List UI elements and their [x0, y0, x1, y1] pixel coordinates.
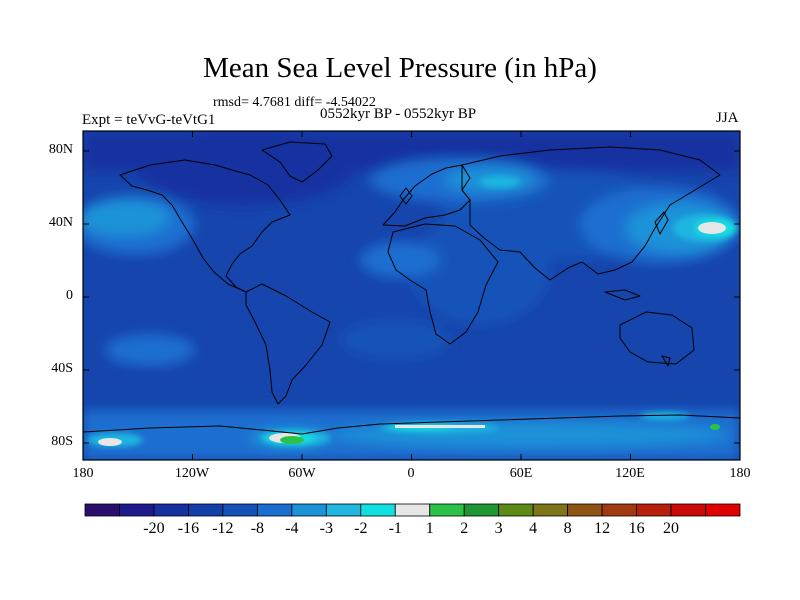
colorbar-label: 4: [529, 520, 538, 537]
colorbar-label: -3: [319, 520, 333, 537]
colorbar-swatch: [153, 503, 189, 517]
lon-label-60e: 60E: [509, 466, 533, 481]
coast-near-zero: [395, 425, 485, 428]
colorbar-swatch: [188, 503, 224, 517]
colorbar-swatch: [256, 503, 293, 517]
lat-label-80n: 80N: [48, 142, 73, 157]
europe-coast: [382, 164, 471, 227]
colorbar-swatch: [360, 503, 396, 517]
colorbar-swatch: [498, 503, 534, 517]
map-plot-area: [83, 131, 740, 460]
australia-coast: [619, 311, 695, 365]
colorbar-label: -8: [250, 520, 265, 537]
new-zealand-coast: [661, 355, 671, 367]
season-label: JJA: [716, 110, 739, 126]
colorbar-label: -1: [388, 520, 402, 537]
ross-coast-cyan: [640, 412, 690, 420]
asia-coast: [461, 146, 721, 281]
stats-subtitle: rmsd= 4.7681 diff= -4.54022: [213, 95, 376, 110]
lon-label-180e: 180: [729, 466, 751, 481]
lat-label-0: 0: [66, 288, 73, 303]
greenland-low: [135, 131, 355, 205]
north-america-coast: [119, 159, 291, 293]
colorbar-label: 16: [628, 520, 645, 537]
lat-label-40n: 40N: [48, 215, 73, 230]
lat-label-80s: 80S: [51, 434, 73, 449]
plot-title: Mean Sea Level Pressure (in hPa): [203, 52, 597, 84]
japan-coast: [654, 211, 669, 235]
south-america-coast: [245, 283, 331, 405]
ne-pacific-mid: [83, 200, 170, 236]
colorbar-swatch: [636, 503, 672, 517]
colorbar-swatch: [429, 503, 465, 517]
colorbar-label: -16: [177, 520, 200, 537]
lon-label-0: 0: [407, 466, 415, 481]
colorbar-label: 20: [663, 520, 680, 537]
british-isles-coast: [399, 187, 413, 205]
colorbar-label: -2: [354, 520, 368, 537]
colorbar-label: 3: [494, 520, 503, 537]
lon-label-180w: 180: [72, 466, 94, 481]
colorbar-label: 12: [594, 520, 611, 537]
lon-label-60w: 60W: [288, 466, 316, 481]
lon-label-120e: 120E: [615, 466, 645, 481]
south-pacific-light: [105, 334, 195, 366]
colorbar-label: -4: [285, 520, 299, 537]
colorbar-swatch: [463, 503, 500, 517]
colorbar-label: -12: [212, 520, 234, 537]
colorbar-label: -20: [143, 520, 165, 537]
sahara-light: [360, 242, 440, 278]
colorbar: [84, 503, 741, 517]
weddell-positive: [280, 436, 304, 444]
colorbar-swatch: [291, 503, 327, 517]
colorbar-label: 2: [460, 520, 469, 537]
lon-label-120w: 120W: [174, 466, 210, 481]
antarctica-coast: [83, 414, 740, 435]
indonesia-coast: [604, 289, 641, 301]
lat-label-40s: 40S: [51, 361, 73, 376]
colorbar-swatch: [84, 503, 120, 517]
colorbar-swatch: [119, 503, 155, 517]
north-pacific-max: [698, 222, 726, 234]
greenland-coast: [261, 141, 333, 183]
south-atlantic-field: [340, 320, 450, 360]
colorbar-swatch: [567, 503, 603, 517]
eurasia-cyan: [480, 176, 520, 188]
colorbar-label: 8: [563, 520, 572, 537]
colorbar-swatch: [532, 503, 569, 517]
experiment-label: Expt = teVvG-teVtG1: [82, 112, 216, 128]
coastlines: [83, 141, 740, 435]
axis-ticks: [82, 131, 741, 460]
colorbar-swatch: [222, 503, 258, 517]
colorbar-swatch: [705, 503, 741, 517]
colorbar-swatch: [670, 503, 706, 517]
colorbar-swatch: [601, 503, 637, 517]
africa-coast: [387, 223, 499, 345]
colorbar-swatch: [325, 503, 362, 517]
colorbar-swatch: [394, 503, 431, 517]
period-subtitle: 0552kyr BP - 0552kyr BP: [320, 106, 477, 122]
ross-near-zero: [98, 438, 122, 446]
ross-positive: [710, 424, 720, 430]
colorbar-label: 1: [425, 520, 434, 537]
